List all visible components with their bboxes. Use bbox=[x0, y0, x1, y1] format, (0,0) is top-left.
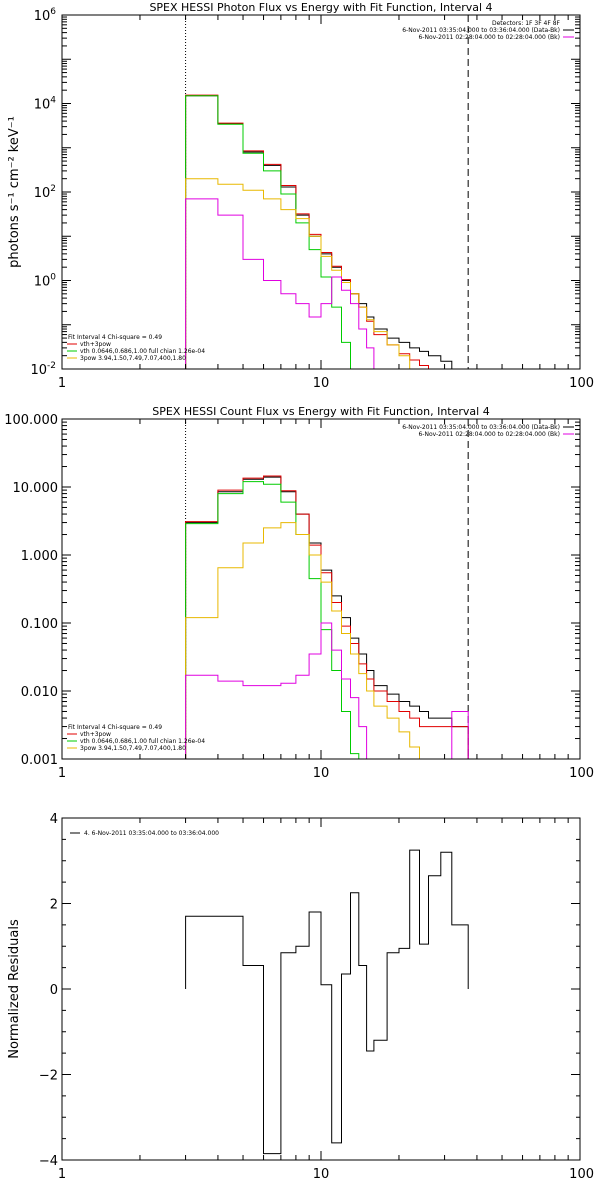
y-tick-base: 10 bbox=[30, 363, 47, 378]
y-tick-label: 106 bbox=[34, 7, 57, 24]
y-tick-label: 104 bbox=[34, 96, 57, 113]
series-3pow bbox=[185, 178, 469, 369]
series-vth-3pow bbox=[185, 475, 469, 759]
y-tick-label: 0.010 bbox=[21, 685, 58, 700]
header-line: Detectors: 1F 3F 4F 8F bbox=[492, 20, 561, 27]
chart-title: SPEX HESSI Photon Flux vs Energy with Fi… bbox=[149, 1, 492, 14]
x-tick-label: 1 bbox=[58, 766, 66, 781]
series-group bbox=[185, 94, 469, 369]
header-line: 6-Nov-2011 02:28:04.000 to 02:28:04.000 … bbox=[418, 431, 560, 438]
y-tick-label: 100 bbox=[34, 273, 57, 290]
y-tick-base: 10 bbox=[34, 98, 51, 113]
x-tick-label: 100 bbox=[569, 766, 594, 781]
legend-entry: Fit Interval 4 Chi-square = 0.49 bbox=[68, 334, 162, 341]
header-line: 6-Nov-2011 03:35:04.000 to 03:36:04.000 … bbox=[402, 27, 560, 34]
y-tick-label: −4 bbox=[39, 1154, 58, 1169]
y-tick-label: −2 bbox=[39, 1069, 58, 1084]
series-bk bbox=[185, 622, 469, 759]
legend-entry: vth 0.0646,0.686,1.00 full chian 1.26e-0… bbox=[80, 348, 205, 355]
y-tick-label: 100.000 bbox=[4, 413, 58, 428]
y-tick-label: 4 bbox=[50, 812, 58, 827]
series-3pow bbox=[185, 522, 469, 759]
plot-frame bbox=[61, 817, 581, 1161]
y-tick-label: 2 bbox=[50, 898, 58, 913]
y-tick-label: 0.001 bbox=[21, 753, 58, 768]
series-data-bk bbox=[185, 95, 469, 369]
y-axis-label: Normalized Residuals bbox=[7, 919, 22, 1059]
y-tick-label: 102 bbox=[34, 184, 56, 201]
legend-entry: vth 0.0646,0.686,1.00 full chian 1.26e-0… bbox=[80, 738, 205, 745]
y-tick-label: 0 bbox=[50, 983, 58, 998]
y-tick-exponent: 2 bbox=[50, 184, 56, 194]
header-line: 6-Nov-2011 02:28:04.000 to 02:28:04.000 … bbox=[418, 34, 560, 41]
chart-count: SPEX HESSI Count Flux vs Energy with Fit… bbox=[4, 405, 594, 781]
series-vth bbox=[185, 95, 469, 369]
y-tick-label: 10-2 bbox=[30, 361, 56, 378]
y-tick-label: 1.000 bbox=[21, 549, 58, 564]
series-normalized-residuals bbox=[185, 849, 469, 1155]
x-tick-label: 100 bbox=[569, 376, 594, 391]
legend-entry: vth+3pow bbox=[80, 341, 111, 348]
legend-entry: Fit Interval 4 Chi-square = 0.49 bbox=[68, 724, 162, 731]
y-tick-base: 10 bbox=[34, 186, 51, 201]
y-tick-exponent: 6 bbox=[50, 7, 56, 17]
y-tick-label: 10.000 bbox=[13, 481, 59, 496]
chart-photon: SPEX HESSI Photon Flux vs Energy with Fi… bbox=[7, 1, 594, 391]
y-tick-exponent: 0 bbox=[50, 273, 56, 283]
y-tick-label: 0.100 bbox=[21, 617, 58, 632]
x-tick-label: 1 bbox=[58, 1167, 66, 1182]
series-vth bbox=[185, 481, 469, 759]
y-tick-exponent: 4 bbox=[50, 96, 56, 106]
x-tick-label: 10 bbox=[313, 766, 330, 781]
series-group bbox=[185, 849, 469, 1155]
series-vth-3pow bbox=[185, 94, 469, 369]
series-bk bbox=[185, 198, 469, 369]
y-tick-base: 10 bbox=[34, 9, 51, 24]
x-tick-label: 100 bbox=[569, 1167, 594, 1182]
chart-title: SPEX HESSI Count Flux vs Energy with Fit… bbox=[152, 405, 489, 418]
series-data-bk bbox=[185, 476, 469, 759]
chart-resid: 1 10 100 −4 −2 0 2 4 Normalized Residuals 4. 6-No… bbox=[7, 812, 594, 1182]
y-tick-exponent: -2 bbox=[47, 361, 56, 371]
legend-entry: 4. 6-Nov-2011 03:35:04.000 to 03:36:04.0… bbox=[84, 830, 219, 837]
legend-entry: 3pow 3.94,1.50,7.49,7.07,400,1.80 bbox=[80, 745, 186, 752]
y-tick-base: 10 bbox=[34, 275, 51, 290]
series-group bbox=[185, 475, 469, 759]
x-tick-label: 10 bbox=[313, 376, 330, 391]
header-line: 6-Nov-2011 03:35:04.000 to 03:36:04.000 … bbox=[402, 424, 560, 431]
x-tick-label: 10 bbox=[313, 1167, 330, 1182]
legend-entry: vth+3pow bbox=[80, 731, 111, 738]
y-axis-label: photons s⁻¹ cm⁻² keV⁻¹ bbox=[7, 116, 22, 268]
legend-entry: 3pow 3.94,1.50,7.49,7.07,400,1.80 bbox=[80, 355, 186, 362]
x-tick-label: 1 bbox=[58, 376, 66, 391]
